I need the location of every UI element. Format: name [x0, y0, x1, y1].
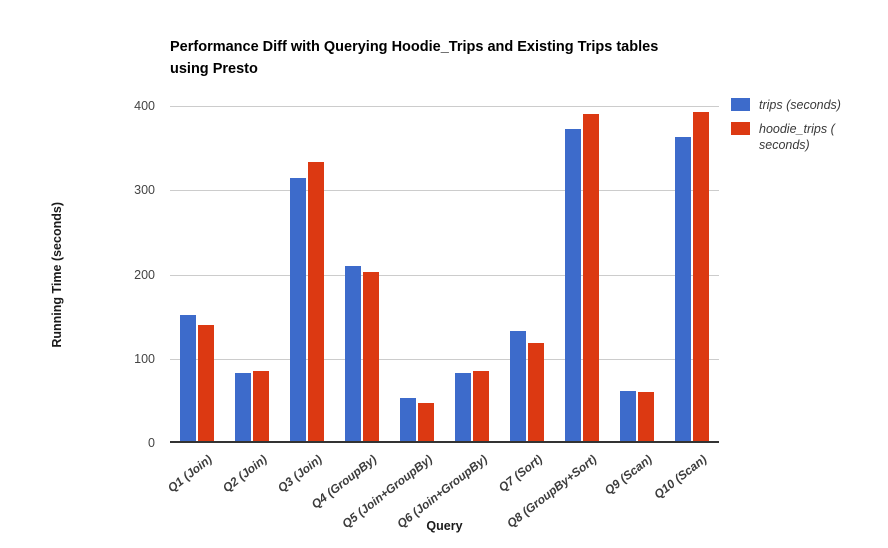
chart-title: Performance Diff with Querying Hoodie_Tr…: [170, 36, 780, 80]
bar-trips-q3: [290, 178, 307, 441]
bar-group-10: [664, 106, 719, 441]
bar-hoodie_trips-q7: [527, 343, 544, 441]
bar-trips-q10: [674, 137, 691, 441]
x-category-label-9: Q9 (Scan): [601, 452, 655, 498]
bar-trips-q1: [180, 315, 197, 441]
bar-hoodie_trips-q10: [692, 111, 709, 441]
bar-hoodie_trips-q8: [582, 113, 599, 441]
legend: trips (seconds) hoodie_trips ( seconds): [731, 97, 841, 153]
bar-group-1: [170, 106, 225, 441]
legend-label-line: seconds): [759, 138, 810, 152]
plot-area: [170, 106, 719, 443]
x-axis-title: Query: [426, 519, 463, 533]
bar-group-7: [499, 106, 554, 441]
gridline-400: [170, 106, 719, 107]
bar-trips-q7: [509, 331, 526, 441]
y-tick-label-100: 100: [134, 351, 155, 366]
bar-trips-q9: [619, 390, 636, 441]
bar-hoodie_trips-q3: [308, 162, 325, 441]
x-category-label-1: Q1 (Join): [165, 452, 216, 496]
bar-group-4: [335, 106, 390, 441]
bar-group-6: [445, 106, 500, 441]
chart-title-line-1: Performance Diff with Querying Hoodie_Tr…: [170, 39, 659, 55]
bar-group-5: [390, 106, 445, 441]
bar-hoodie_trips-q4: [363, 271, 380, 441]
y-tick-label-200: 200: [134, 267, 155, 282]
bar-hoodie_trips-q1: [198, 325, 215, 441]
y-axis-title-text: Running Time (seconds): [50, 201, 64, 348]
x-category-label-10: Q10 (Scan): [651, 452, 710, 502]
legend-label-line: hoodie_trips (: [759, 122, 835, 136]
chart-title-line-2: using Presto: [170, 61, 258, 77]
bar-trips-q8: [564, 129, 581, 441]
y-tick-label-400: 400: [134, 99, 155, 113]
x-category-label-2: Q2 (Join): [220, 452, 270, 496]
bar-trips-q5: [400, 398, 417, 441]
bar-group-9: [609, 106, 664, 441]
gridline-300: [170, 190, 719, 192]
bar-hoodie_trips-q9: [637, 391, 654, 441]
bar-trips-q2: [235, 373, 252, 441]
bar-hoodie_trips-q5: [418, 403, 435, 441]
bar-group-2: [225, 106, 280, 441]
x-axis-baseline: [170, 441, 719, 443]
legend-item-1: trips (seconds): [731, 97, 841, 113]
gridline-100: [170, 358, 719, 360]
bar-group-3: [280, 106, 335, 441]
bar-group-8: [554, 106, 609, 441]
x-category-label-3: Q3 (Join): [275, 452, 325, 496]
y-tick-label-300: 300: [134, 183, 155, 198]
bar-trips-q4: [345, 265, 362, 441]
legend-label-1: trips (seconds): [759, 97, 841, 113]
legend-label-line: trips (seconds): [759, 98, 841, 112]
gridline-200: [170, 274, 719, 276]
bar-hoodie_trips-q2: [253, 370, 270, 441]
y-axis-title: Running Time (seconds): [46, 106, 68, 443]
legend-label-2: hoodie_trips ( seconds): [759, 121, 835, 153]
x-category-label-7: Q7 (Sort): [495, 452, 545, 495]
legend-swatch-1: [731, 98, 750, 111]
bar-trips-q6: [454, 373, 471, 441]
legend-swatch-2: [731, 122, 750, 135]
bar-hoodie_trips-q6: [472, 370, 489, 441]
legend-item-2: hoodie_trips ( seconds): [731, 121, 841, 153]
y-tick-label-0: 0: [148, 436, 155, 450]
